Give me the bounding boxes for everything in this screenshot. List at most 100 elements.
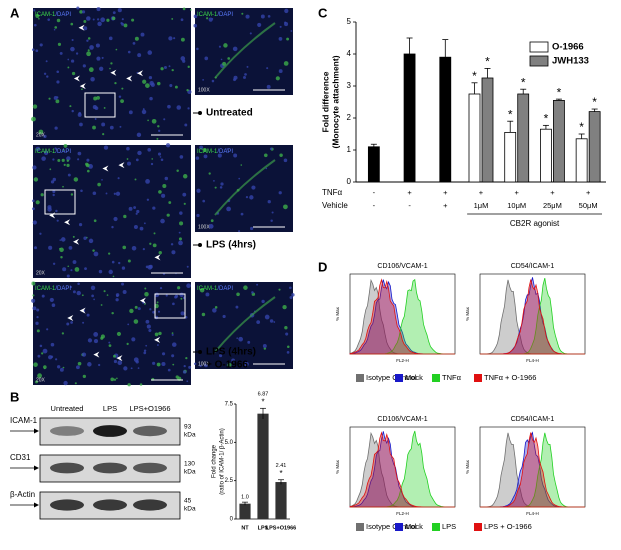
cell-stain — [77, 282, 80, 286]
cell-stain — [203, 154, 208, 159]
cell-stain — [148, 264, 153, 269]
cell-stain — [77, 361, 82, 366]
magnification: 20X — [36, 377, 46, 383]
cell-stain — [70, 286, 73, 289]
condition-label: LPS (4hrs) — [206, 347, 256, 358]
cell-stain — [227, 57, 231, 60]
cell-stain — [128, 110, 133, 115]
cell-stain — [133, 319, 139, 324]
cell-stain — [116, 331, 122, 336]
cell-stain — [117, 8, 122, 13]
cell-stain — [137, 367, 140, 369]
cell-stain — [108, 344, 112, 348]
cell-stain — [144, 291, 149, 297]
legend-swatch — [529, 41, 549, 53]
cell-stain — [158, 250, 162, 255]
treatment-value: + — [479, 188, 484, 197]
cell-stain — [180, 37, 185, 42]
cell-stain — [284, 326, 288, 330]
cell-stain — [115, 48, 118, 51]
cell-stain — [127, 259, 131, 263]
cell-stain — [152, 361, 156, 365]
cell-stain — [101, 179, 103, 181]
cell-stain — [42, 348, 48, 354]
magnification: 20X — [36, 132, 46, 138]
histogram-title: CD106/VCAM-1 — [377, 263, 427, 270]
condition-label: Untreated — [206, 108, 253, 119]
cell-stain — [36, 308, 40, 312]
cell-stain — [184, 123, 188, 127]
cell-stain — [70, 193, 74, 196]
cell-stain — [204, 56, 209, 61]
cell-stain — [278, 288, 281, 291]
cell-stain — [97, 21, 102, 27]
cell-stain — [206, 17, 209, 20]
cell-stain — [247, 340, 251, 344]
histogram-y-label: % Max — [465, 459, 470, 474]
cell-stain — [32, 199, 35, 203]
cell-stain — [103, 145, 109, 150]
cell-stain — [106, 294, 109, 296]
cell-stain — [121, 18, 124, 21]
arrowhead — [73, 75, 80, 82]
cell-stain — [157, 152, 162, 156]
cell-stain — [187, 107, 190, 110]
cell-stain — [86, 51, 91, 57]
stain-marker: ICAM-1 — [197, 12, 218, 18]
stain-label: ICAM-1/DAPI — [197, 12, 233, 18]
cell-stain — [133, 225, 138, 230]
inset-box — [154, 293, 186, 319]
cell-stain — [142, 108, 145, 111]
cell-stain — [93, 96, 98, 101]
cell-stain — [256, 283, 259, 286]
cell-stain — [233, 153, 238, 158]
cell-stain — [283, 158, 288, 163]
cell-stain — [152, 310, 155, 314]
cell-stain — [166, 213, 170, 217]
cell-stain — [122, 290, 127, 295]
histogram-title: CD54/ICAM-1 — [511, 416, 555, 423]
cell-stain — [243, 75, 246, 79]
cell-stain — [109, 67, 111, 70]
cell-stain — [235, 305, 239, 309]
stain-dapi: /DAPI — [55, 149, 71, 155]
legend-swatch — [432, 523, 440, 531]
cell-stain — [147, 147, 152, 152]
cell-stain — [115, 298, 119, 302]
cell-stain — [214, 186, 217, 189]
magnification: 20X — [36, 270, 46, 276]
cell-stain — [182, 59, 186, 63]
arrowhead — [154, 336, 161, 343]
cell-stain — [171, 333, 174, 337]
blot-band — [50, 462, 84, 474]
cell-stain — [70, 46, 75, 52]
significance-marker: * — [261, 397, 264, 406]
cell-stain — [217, 153, 222, 158]
cell-stain — [179, 292, 184, 297]
cell-stain — [117, 360, 123, 366]
treatment-value: 1μM — [474, 201, 489, 210]
cell-stain — [236, 292, 240, 297]
condition-label: LPS (4hrs) — [206, 240, 256, 251]
cell-stain — [269, 147, 273, 151]
cell-stain — [121, 282, 124, 286]
cell-stain — [145, 319, 150, 324]
cell-stain — [182, 7, 186, 11]
cell-process — [214, 22, 276, 79]
cell-stain — [275, 76, 280, 81]
cell-stain — [77, 158, 80, 161]
cell-stain — [32, 165, 37, 170]
cell-stain — [112, 11, 116, 15]
pointer-dot — [198, 243, 202, 247]
cell-stain — [98, 66, 104, 71]
cell-stain — [163, 118, 166, 121]
cell-stain — [210, 219, 214, 223]
cell-stain — [208, 172, 211, 175]
blot-band — [93, 425, 127, 437]
cell-stain — [186, 265, 189, 268]
cell-stain — [243, 285, 248, 290]
cell-stain — [55, 358, 58, 361]
cell-stain — [141, 109, 147, 115]
bar — [275, 482, 287, 519]
cell-stain — [52, 158, 55, 161]
